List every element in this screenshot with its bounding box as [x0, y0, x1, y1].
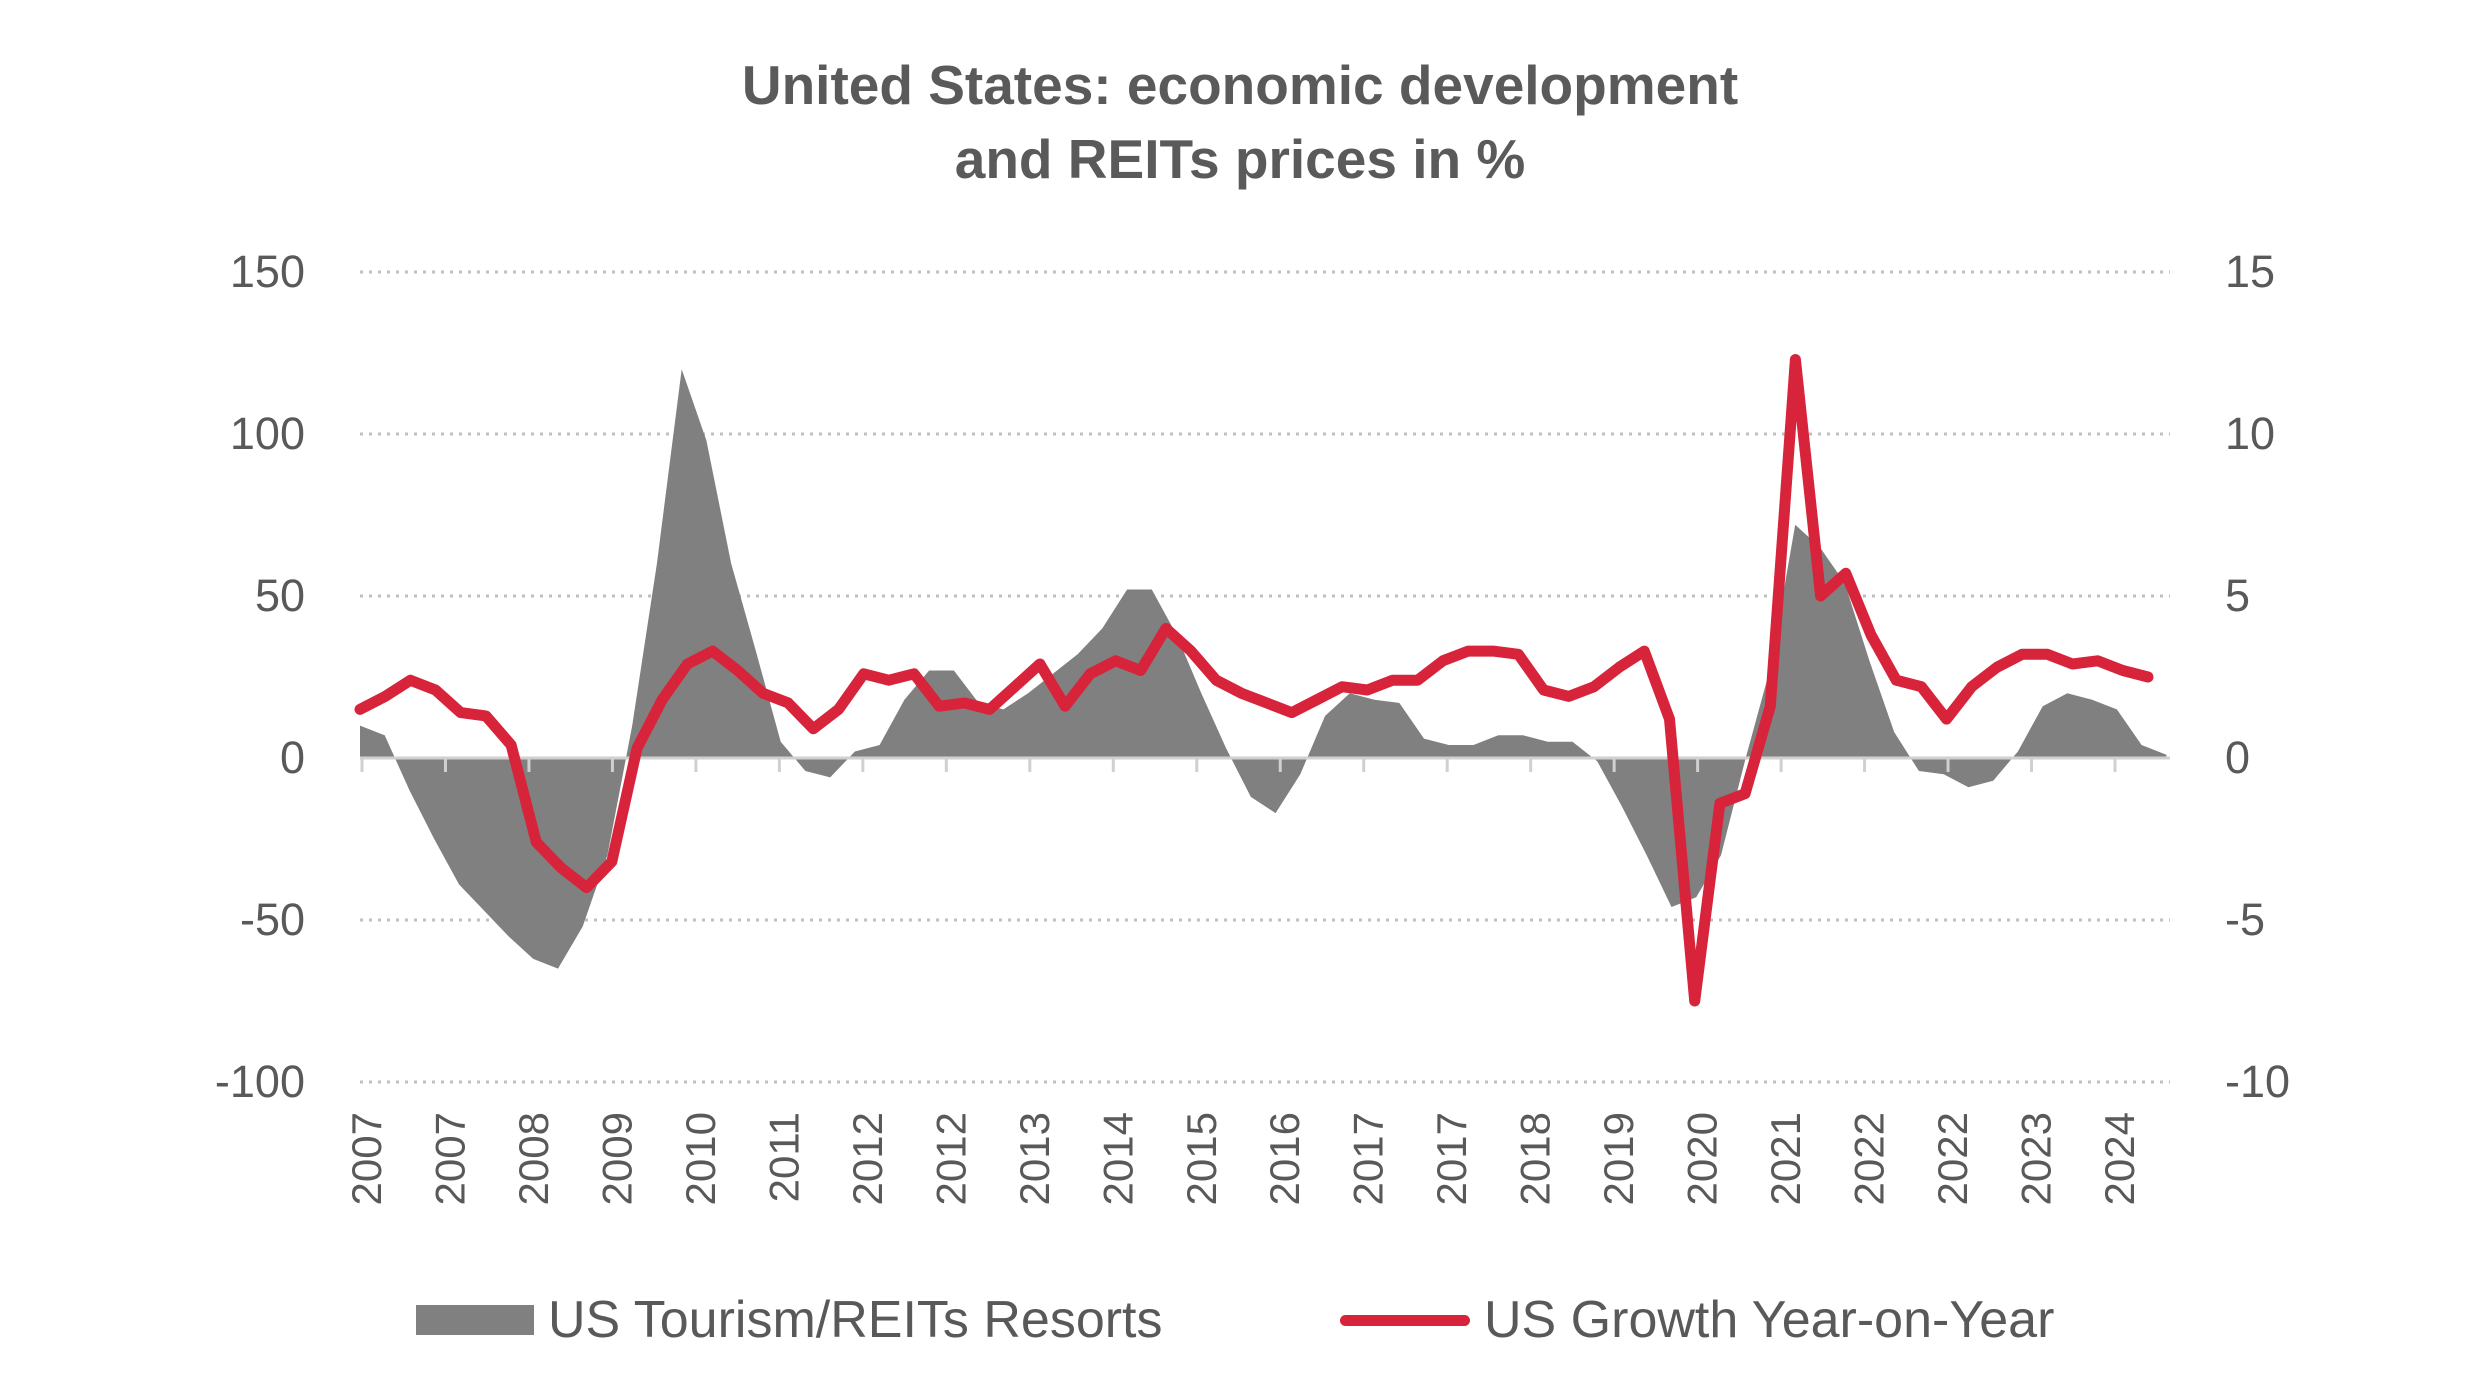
- left-tick-label: -50: [240, 894, 305, 945]
- x-tick-label: 2007: [427, 1112, 474, 1205]
- x-tick-label: 2023: [2013, 1112, 2060, 1205]
- left-tick-label: 50: [255, 570, 305, 621]
- x-axis-ticks: 2007 2007 2008 2009 2010 2011 2012 2012 2013 2014…: [343, 1112, 2143, 1205]
- chart-title-line-1: United States: economic development: [741, 54, 1739, 116]
- x-tick-label: 2008: [510, 1112, 557, 1205]
- x-tick-label: 2016: [1261, 1112, 1308, 1205]
- right-tick-label: 15: [2225, 246, 2275, 297]
- left-tick-label: -100: [215, 1056, 305, 1107]
- right-tick-label: 10: [2225, 408, 2275, 459]
- x-tick-label: 2011: [760, 1112, 807, 1202]
- right-tick-label: -5: [2225, 894, 2265, 945]
- x-tick-label: 2017: [1428, 1112, 1475, 1205]
- line-series-us-growth: [354, 354, 2154, 1007]
- legend-item-growth: US Growth Year-on-Year: [1340, 1285, 2054, 1355]
- left-tick-label: 150: [230, 246, 305, 297]
- chart-title-line-2: and REITs prices in %: [954, 128, 1526, 190]
- x-tick-label: 2012: [844, 1112, 891, 1205]
- left-axis-ticks: 150 100 50 0 -50 -100: [215, 246, 305, 1107]
- x-tick-label: 2020: [1679, 1112, 1726, 1205]
- x-tick-label: 2012: [927, 1112, 974, 1205]
- x-tick-label: 2022: [1929, 1112, 1976, 1205]
- x-tick-label: 2007: [343, 1112, 390, 1205]
- legend-line-swatch: [1340, 1314, 1470, 1326]
- chart-title: United States: economic development and …: [0, 48, 2480, 196]
- legend-label-tourism: US Tourism/REITs Resorts: [548, 1291, 1163, 1349]
- x-tick-label: 2009: [593, 1112, 640, 1205]
- x-tick-label: 2024: [2096, 1112, 2143, 1205]
- left-tick-label: 100: [230, 408, 305, 459]
- line-series-layer: [354, 354, 2154, 1007]
- x-tick-label: 2018: [1512, 1112, 1559, 1205]
- x-tick-label: 2014: [1094, 1112, 1141, 1205]
- left-tick-label: 0: [280, 732, 305, 783]
- axis-layer: [360, 756, 2170, 772]
- x-tick-label: 2013: [1011, 1112, 1058, 1205]
- legend-label-growth: US Growth Year-on-Year: [1484, 1291, 2055, 1349]
- x-tick-label: 2010: [677, 1112, 724, 1205]
- legend: US Tourism/REITs Resorts US Growth Year-…: [0, 1285, 2480, 1355]
- x-tick-label: 2017: [1345, 1112, 1392, 1205]
- x-tick-label: 2022: [1846, 1112, 1893, 1205]
- x-tick-label: 2021: [1762, 1112, 1809, 1205]
- right-tick-label: 5: [2225, 570, 2250, 621]
- right-tick-label: -10: [2225, 1056, 2290, 1107]
- x-tick-label: 2015: [1178, 1112, 1225, 1205]
- right-tick-label: 0: [2225, 732, 2250, 783]
- legend-item-tourism: US Tourism/REITs Resorts: [416, 1285, 1163, 1355]
- right-axis-ticks: 15 10 5 0 -5 -10: [2225, 246, 2290, 1107]
- legend-area-swatch: [416, 1305, 534, 1335]
- x-tick-label: 2019: [1595, 1112, 1642, 1205]
